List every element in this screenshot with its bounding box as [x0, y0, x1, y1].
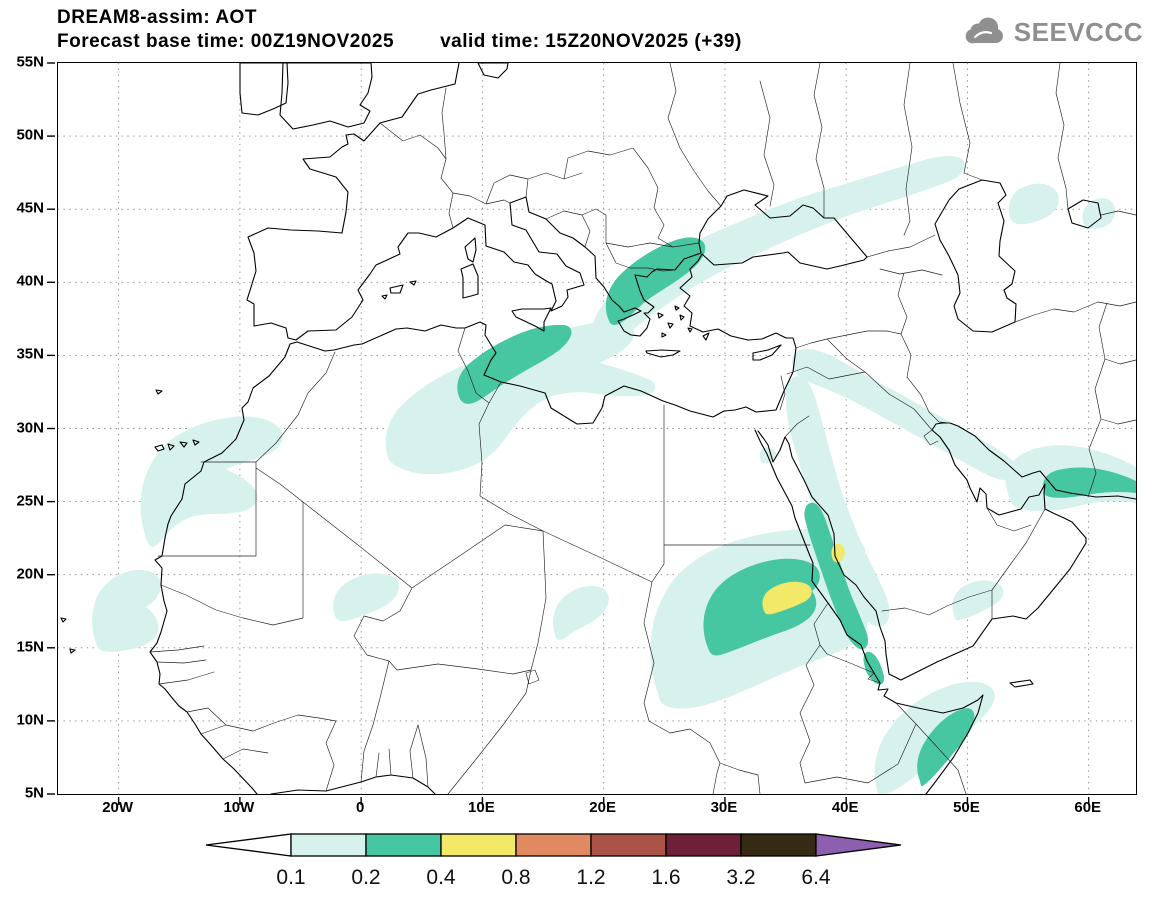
colorbar-tick-label: 3.2 — [726, 866, 755, 889]
lat-tick-label: 20N — [16, 565, 44, 583]
lon-tick-label: 40E — [831, 799, 859, 816]
aot-region — [605, 237, 706, 325]
country-borders — [149, 62, 1137, 795]
lat-tick-label: 25N — [16, 492, 44, 510]
colorbar-arrow-left — [205, 833, 292, 857]
coastlines — [60, 62, 1137, 795]
borders-africa — [149, 327, 967, 795]
lon-tick-label: 0 — [355, 799, 365, 816]
colorbar-tick-label: 1.6 — [651, 866, 680, 889]
colorbar-cell — [365, 833, 442, 857]
coastline-caspian-sea — [934, 179, 1017, 333]
aot-region — [333, 573, 400, 622]
lat-tick-label: 55N — [16, 53, 44, 71]
colorbar-cell — [665, 833, 742, 857]
gridlines — [57, 62, 1137, 795]
colorbar-cell — [515, 833, 592, 857]
lon-tick-label: 20W — [102, 799, 134, 816]
aot-region — [92, 569, 161, 652]
chart-subtitle: Forecast base time: 00Z19NOV2025 valid ti… — [57, 30, 742, 54]
chart-header: DREAM8-assim: AOT Forecast base time: 00… — [57, 6, 742, 54]
axis-ticks — [47, 62, 1090, 805]
lat-tick-label: 50N — [16, 126, 44, 144]
colorbar-tick-label: 0.1 — [276, 866, 305, 889]
lat-tick-label: 10N — [16, 711, 44, 729]
coastline-gulf-of-guinea — [270, 774, 436, 795]
lat-axis: 55N 50N 45N 40N 35N 30N 25N 20N 15N 10N 5N — [0, 54, 52, 802]
colorbar-cell — [290, 833, 367, 857]
aot-region — [1043, 467, 1136, 498]
lat-tick-label: 15N — [16, 638, 44, 656]
aot-region — [1082, 198, 1116, 229]
logo-text: SEEVCCC — [1013, 16, 1143, 47]
valid-time-label: valid time: 15Z20NOV2025 (+39) — [440, 31, 742, 52]
lon-tick-label: 50E — [953, 799, 980, 816]
aot-region — [804, 502, 868, 650]
aot-region — [762, 581, 812, 615]
lon-tick-label: 10E — [468, 799, 495, 816]
coastline-arabia — [757, 422, 1137, 681]
aot-region — [785, 376, 890, 627]
aot-region — [140, 416, 283, 547]
coastline-islands — [60, 237, 1034, 688]
colorbar-tick-label: 0.8 — [501, 866, 530, 889]
coastline-british-isles — [239, 62, 509, 130]
colorbar-cell — [440, 833, 517, 857]
aot-region — [552, 585, 609, 641]
cloud-logo-icon — [965, 17, 1003, 44]
coastline-red-sea-africa — [754, 429, 984, 795]
lon-tick-label: 10W — [223, 799, 255, 816]
aot-region — [457, 324, 572, 404]
aot-regions-level-0_2 — [457, 237, 1136, 787]
lat-tick-label: 35N — [16, 345, 44, 363]
lat-tick-label: 30N — [16, 419, 44, 436]
colorbar: 0.1 0.2 0.4 0.8 1.2 1.6 3.2 6.4 — [205, 832, 903, 897]
coastline-aral-sea — [1067, 199, 1102, 229]
lon-tick-label: 60E — [1074, 799, 1102, 816]
lon-tick-label: 30E — [710, 799, 738, 816]
aot-region — [592, 156, 965, 356]
colorbar-arrow-right — [815, 833, 902, 857]
borders-europe — [379, 62, 1137, 272]
seevccc-logo: SEEVCCC — [961, 16, 1143, 48]
colorbar-tick-label: 1.2 — [576, 866, 605, 889]
aot-region — [917, 708, 975, 787]
colorbar-canvas: 0.1 0.2 0.4 0.8 1.2 1.6 3.2 6.4 — [205, 833, 902, 889]
aot-region — [792, 349, 1019, 481]
map-canvas — [47, 62, 1137, 805]
colorbar-tick-label: 0.2 — [351, 866, 380, 889]
colorbar-tick-label: 0.4 — [426, 866, 456, 889]
colorbar-cell — [740, 833, 817, 857]
lon-tick-label: 20E — [589, 799, 617, 816]
aot-region — [1008, 183, 1059, 225]
chart-title: DREAM8-assim: AOT — [57, 7, 257, 28]
map-frame — [47, 62, 1137, 805]
aot-region — [385, 320, 656, 475]
aot-region — [863, 651, 885, 685]
lon-axis: 20W 10W 0 10E 20E 30E 40E 50E 60E — [57, 797, 1135, 819]
borders-middle-east — [779, 234, 1137, 620]
lat-tick-label: 5N — [24, 784, 44, 802]
lat-tick-label: 40N — [16, 272, 44, 290]
coastline-mainland — [149, 62, 868, 795]
colorbar-cell — [590, 833, 667, 857]
lat-tick-label: 45N — [16, 199, 44, 217]
base-time-label: Forecast base time: 00Z19NOV2025 — [57, 31, 395, 52]
colorbar-tick-label: 6.4 — [801, 866, 831, 889]
